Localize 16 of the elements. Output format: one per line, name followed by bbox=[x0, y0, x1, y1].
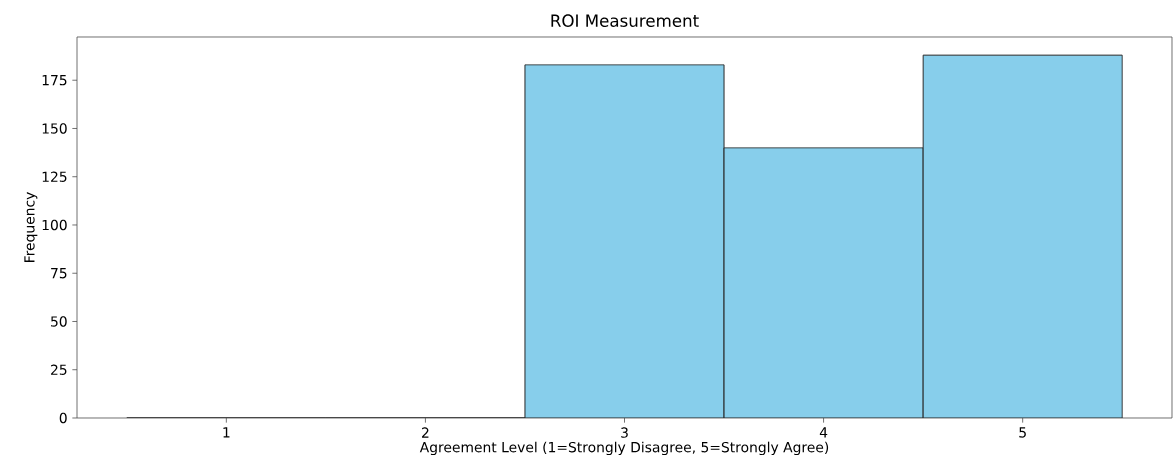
y-tick-label: 125 bbox=[42, 171, 67, 182]
x-tick-label: 4 bbox=[819, 427, 828, 438]
x-tick-label: 2 bbox=[422, 427, 429, 438]
x-tick-label: 1 bbox=[223, 427, 230, 438]
y-axis-title: Frequency bbox=[24, 192, 38, 262]
chart-title: ROI Measurement bbox=[551, 14, 699, 27]
x-tick-label: 3 bbox=[621, 427, 628, 438]
x-tick-label: 5 bbox=[1019, 427, 1026, 438]
x-axis-title: Agreement Level (1=Strongly Disagree, 5=Strongly Agree) bbox=[419, 441, 829, 456]
y-tick-label: 75 bbox=[51, 268, 67, 279]
y-tick-label: 0 bbox=[59, 412, 67, 424]
y-tick-label: 150 bbox=[42, 123, 67, 134]
y-tick-label: 175 bbox=[42, 75, 67, 86]
y-tick-label: 25 bbox=[51, 364, 67, 375]
y-tick-label: 100 bbox=[42, 219, 67, 231]
y-tick-label: 50 bbox=[51, 316, 67, 327]
